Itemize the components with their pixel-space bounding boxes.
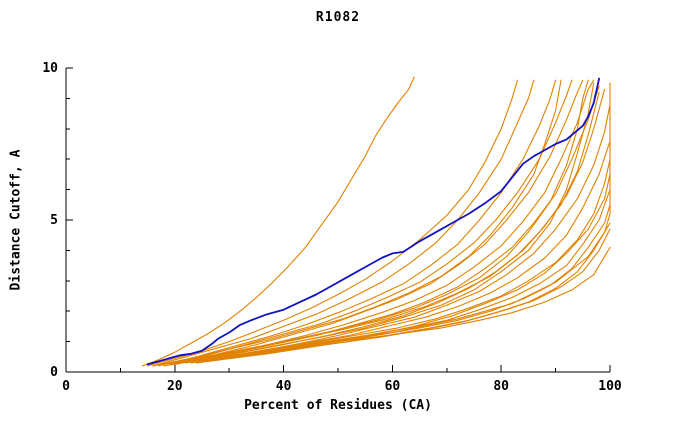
series-model-02 — [147, 79, 519, 367]
chart-title: R1082 — [315, 10, 361, 25]
y-tick-label: 0 — [50, 365, 58, 380]
series-highlighted-model — [146, 77, 600, 366]
x-tick-label: 100 — [598, 379, 622, 394]
series-model-13 — [206, 189, 611, 361]
x-tick-label: 80 — [493, 379, 509, 394]
x-tick-label: 60 — [385, 379, 401, 394]
series-model-18 — [174, 79, 589, 364]
series-model-19 — [185, 91, 600, 362]
series-model-11 — [196, 140, 611, 362]
series-model-12 — [201, 158, 611, 362]
series-model-01 — [141, 76, 415, 367]
series-model-10 — [190, 103, 611, 364]
y-tick-label: 5 — [50, 213, 58, 228]
series-model-05 — [163, 79, 573, 365]
series-model-22 — [206, 222, 611, 362]
series-model-17 — [163, 82, 595, 367]
series-model-04 — [157, 79, 557, 367]
series-model-20 — [152, 79, 562, 367]
series-model-23 — [217, 82, 611, 361]
x-tick-label: 40 — [276, 379, 292, 394]
series-model-07 — [174, 79, 595, 365]
x-tick-label: 0 — [62, 379, 70, 394]
x-axis-label: Percent of Residues (CA) — [244, 398, 432, 413]
series-model-03 — [152, 79, 535, 367]
series-model-21 — [196, 173, 611, 364]
x-tick-label: 20 — [167, 379, 183, 394]
y-tick-label: 10 — [42, 61, 58, 76]
